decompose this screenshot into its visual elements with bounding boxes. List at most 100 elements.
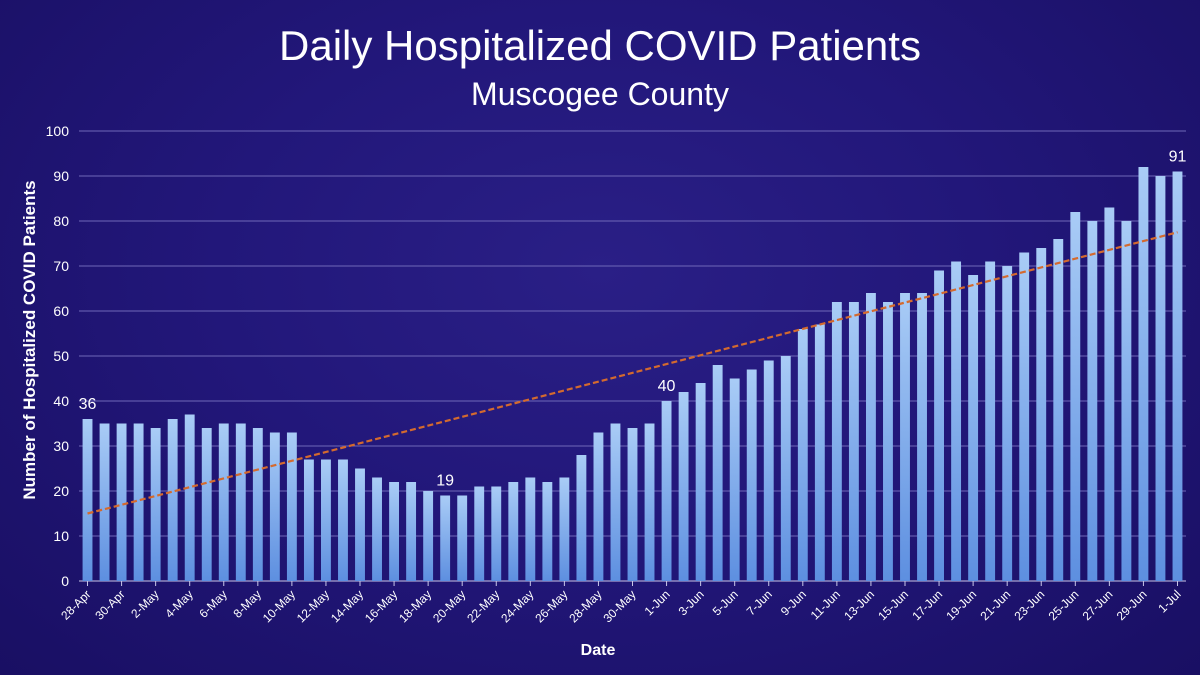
bar	[1172, 171, 1183, 581]
bar	[184, 414, 195, 581]
bar	[1087, 221, 1098, 581]
data-label: 36	[79, 396, 97, 413]
x-tick-label: 26-May	[532, 587, 570, 625]
bar	[627, 428, 638, 581]
x-tick-label: 13-Jun	[841, 587, 877, 623]
y-tick-label: 90	[53, 168, 69, 184]
x-tick-label: 23-Jun	[1012, 587, 1048, 623]
bar	[389, 482, 400, 581]
y-tick-label: 60	[53, 303, 69, 319]
x-tick-label: 24-May	[498, 587, 536, 625]
bar	[82, 419, 93, 581]
trendline-line	[87, 231, 1178, 515]
x-tick-label: 12-May	[294, 587, 332, 625]
bar	[593, 432, 604, 581]
bar	[116, 423, 127, 581]
bar	[1138, 167, 1149, 581]
bar	[133, 423, 144, 581]
bar	[865, 293, 876, 581]
bar	[1121, 221, 1132, 581]
x-tick-label: 19-Jun	[943, 587, 979, 623]
x-tick-label: 27-Jun	[1080, 587, 1116, 623]
x-tick-label: 2-May	[128, 587, 161, 620]
bar	[321, 459, 331, 581]
bar	[286, 432, 297, 581]
y-tick-label: 50	[53, 348, 69, 364]
y-axis-ticks: 0 10 20 30 40 50 60 70 80 90 100	[46, 123, 70, 589]
bar	[576, 455, 587, 581]
y-tick-label: 30	[53, 438, 69, 454]
bar	[167, 419, 178, 581]
bar	[644, 423, 655, 581]
bar	[985, 261, 996, 581]
bar	[848, 302, 859, 581]
bar	[457, 495, 468, 581]
x-tick-label: 30-Apr	[92, 587, 127, 622]
bar	[252, 428, 263, 581]
y-tick-label: 0	[61, 573, 69, 589]
x-tick-label: 28-May	[566, 587, 604, 625]
bar	[900, 293, 910, 581]
bar	[746, 369, 757, 581]
bar	[474, 486, 485, 581]
x-tick-label: 16-May	[362, 587, 400, 625]
bar	[763, 360, 774, 581]
x-tick-label: 21-Jun	[977, 587, 1013, 623]
bar	[218, 423, 229, 581]
x-tick-label: 28-Apr	[58, 587, 93, 622]
bar	[968, 275, 979, 581]
bar	[338, 459, 348, 581]
bar	[235, 423, 246, 581]
x-tick-label: 3-Jun	[676, 587, 707, 618]
bar	[917, 293, 927, 581]
bar	[1019, 252, 1030, 581]
bar	[780, 356, 791, 581]
bar	[712, 365, 723, 581]
bar	[1036, 248, 1047, 581]
x-tick-label: 9-Jun	[778, 587, 809, 618]
bar	[797, 329, 808, 581]
bar	[542, 482, 553, 581]
bar	[355, 468, 365, 581]
data-labels: 36 19 40 91	[79, 149, 1187, 490]
bar	[1155, 176, 1166, 581]
bar	[525, 477, 536, 581]
bar	[1002, 266, 1013, 581]
y-tick-label: 40	[53, 393, 69, 409]
bar	[934, 270, 944, 581]
bar	[150, 428, 161, 581]
bar	[372, 477, 382, 581]
y-tick-label: 70	[53, 258, 69, 274]
bars	[82, 167, 1183, 581]
bar	[883, 302, 893, 581]
bar	[729, 378, 740, 581]
y-tick-label: 20	[53, 483, 69, 499]
chart-title: Daily Hospitalized COVID Patients	[279, 22, 921, 69]
x-tick-label: 5-Jun	[710, 587, 741, 618]
bar	[491, 486, 502, 581]
x-tick-label: 1-Jul	[1155, 587, 1183, 615]
bar	[610, 423, 621, 581]
bar	[269, 432, 280, 581]
data-label: 19	[436, 473, 454, 490]
y-tick-label: 80	[53, 213, 69, 229]
bar	[661, 401, 672, 581]
bar	[695, 383, 706, 581]
bar	[423, 491, 434, 581]
bar	[1070, 212, 1081, 581]
x-tick-label: 1-Jun	[642, 587, 673, 618]
x-tick-label: 30-May	[600, 587, 638, 625]
x-tick-label: 22-May	[464, 587, 502, 625]
bar	[814, 324, 825, 581]
bar	[559, 477, 570, 581]
x-tick-label: 17-Jun	[909, 587, 945, 623]
data-label: 40	[658, 378, 676, 395]
bar	[1104, 207, 1115, 581]
x-tick-label: 15-Jun	[875, 587, 911, 623]
bar	[406, 482, 417, 581]
bar	[99, 423, 110, 581]
bar	[1053, 239, 1064, 581]
y-tick-label: 100	[46, 123, 70, 139]
